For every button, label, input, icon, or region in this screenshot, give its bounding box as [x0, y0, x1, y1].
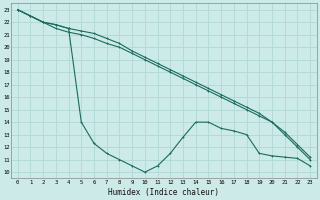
X-axis label: Humidex (Indice chaleur): Humidex (Indice chaleur) [108, 188, 220, 197]
